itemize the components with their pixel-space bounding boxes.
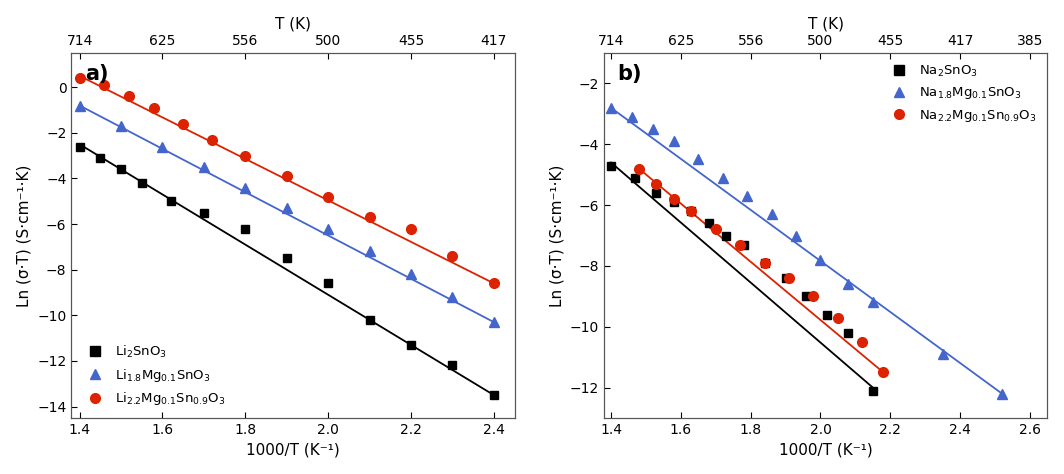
X-axis label: T (K): T (K) <box>808 17 844 32</box>
X-axis label: T (K): T (K) <box>275 17 311 32</box>
Text: b): b) <box>617 64 642 84</box>
Text: a): a) <box>85 64 109 84</box>
Legend: Li$_2$SnO$_3$, Li$_{1.8}$Mg$_{0.1}$SnO$_3$, Li$_{2.2}$Mg$_{0.1}$Sn$_{0.9}$O$_3$: Li$_2$SnO$_3$, Li$_{1.8}$Mg$_{0.1}$SnO$_… <box>78 340 230 411</box>
Y-axis label: Ln (σ·T) (S·cm⁻¹·K): Ln (σ·T) (S·cm⁻¹·K) <box>549 164 564 307</box>
Y-axis label: Ln (σ·T) (S·cm⁻¹·K): Ln (σ·T) (S·cm⁻¹·K) <box>17 164 32 307</box>
X-axis label: 1000/T (K⁻¹): 1000/T (K⁻¹) <box>246 442 339 457</box>
X-axis label: 1000/T (K⁻¹): 1000/T (K⁻¹) <box>779 442 872 457</box>
Legend: Na$_2$SnO$_3$, Na$_{1.8}$Mg$_{0.1}$SnO$_3$, Na$_{2.2}$Mg$_{0.1}$Sn$_{0.9}$O$_3$: Na$_2$SnO$_3$, Na$_{1.8}$Mg$_{0.1}$SnO$_… <box>882 60 1041 128</box>
